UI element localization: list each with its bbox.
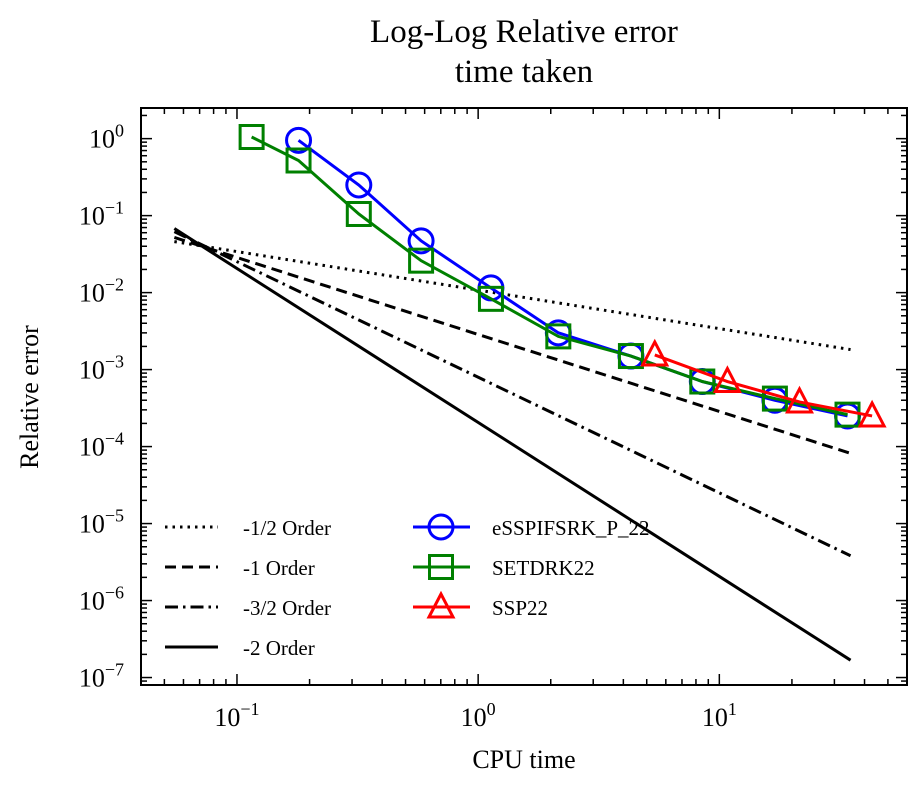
legend-label: -1 Order bbox=[243, 556, 315, 580]
data-point-1-7 bbox=[689, 368, 716, 395]
y-tick-label: 10−3 bbox=[79, 352, 124, 385]
y-tick-label: 10−7 bbox=[79, 660, 124, 693]
x-tick-label: 10−1 bbox=[214, 699, 259, 732]
legend-marker bbox=[428, 554, 454, 580]
y-tick-label: 10−5 bbox=[79, 506, 124, 539]
series-1 bbox=[238, 124, 861, 428]
data-point-2-3 bbox=[857, 399, 887, 428]
series-line-0 bbox=[297, 139, 848, 418]
legend-label: -1/2 Order bbox=[243, 516, 331, 540]
reference-line-0 bbox=[174, 240, 851, 352]
data-point-2-1 bbox=[712, 365, 742, 394]
data-point-1-0 bbox=[238, 124, 265, 151]
data-point-1-1 bbox=[285, 147, 312, 174]
reference-line-1 bbox=[173, 236, 852, 455]
series-2 bbox=[640, 338, 887, 428]
data-point-1-6 bbox=[617, 343, 644, 370]
legend-label: -2 Order bbox=[243, 636, 315, 660]
legend: -1/2 Order -1 Order -3/2 Order -2 Order eSSP… bbox=[165, 513, 650, 660]
y-tick-label: 10−6 bbox=[79, 583, 124, 616]
legend-marker bbox=[426, 590, 456, 619]
y-tick-label: 10−4 bbox=[79, 429, 124, 462]
x-tick-label: 100 bbox=[461, 699, 496, 732]
reference-line-3 bbox=[173, 227, 852, 662]
y-axis-label: Relative error bbox=[15, 325, 44, 469]
plot-frame bbox=[140, 107, 908, 686]
legend-label: -3/2 Order bbox=[243, 596, 331, 620]
data-point-1-3 bbox=[408, 247, 435, 274]
legend-label: SSP22 bbox=[492, 596, 548, 620]
data-point-1-5 bbox=[545, 323, 572, 350]
x-tick-label: 101 bbox=[702, 699, 737, 732]
legend-label: SETDRK22 bbox=[492, 556, 595, 580]
data-point-0-2 bbox=[407, 227, 435, 255]
series-0 bbox=[285, 126, 862, 430]
plot-area: 10−1 100 101 100 10−1 10−2 10−3 10−4 10−5 10−6 10−… bbox=[79, 107, 908, 732]
x-axis-label: CPU time bbox=[472, 745, 575, 774]
series-line-1 bbox=[250, 135, 848, 417]
y-tick-label: 10−2 bbox=[79, 275, 124, 308]
data-point-1-2 bbox=[345, 200, 372, 227]
chart-title: Log-Log Relative error bbox=[370, 14, 678, 50]
data-point-0-0 bbox=[285, 126, 313, 154]
data-point-2-0 bbox=[640, 338, 670, 367]
y-tick-label: 10−1 bbox=[79, 198, 124, 231]
legend-marker bbox=[427, 513, 455, 541]
chart-subtitle: time taken bbox=[455, 54, 593, 90]
reference-line-2 bbox=[173, 230, 852, 558]
data-point-0-1 bbox=[345, 171, 373, 199]
y-tick-label: 100 bbox=[89, 121, 124, 154]
series-line-2 bbox=[654, 353, 873, 418]
legend-label: eSSPIFSRK_P_22 bbox=[492, 516, 650, 540]
data-point-1-4 bbox=[477, 285, 504, 312]
data-point-2-2 bbox=[785, 385, 814, 414]
